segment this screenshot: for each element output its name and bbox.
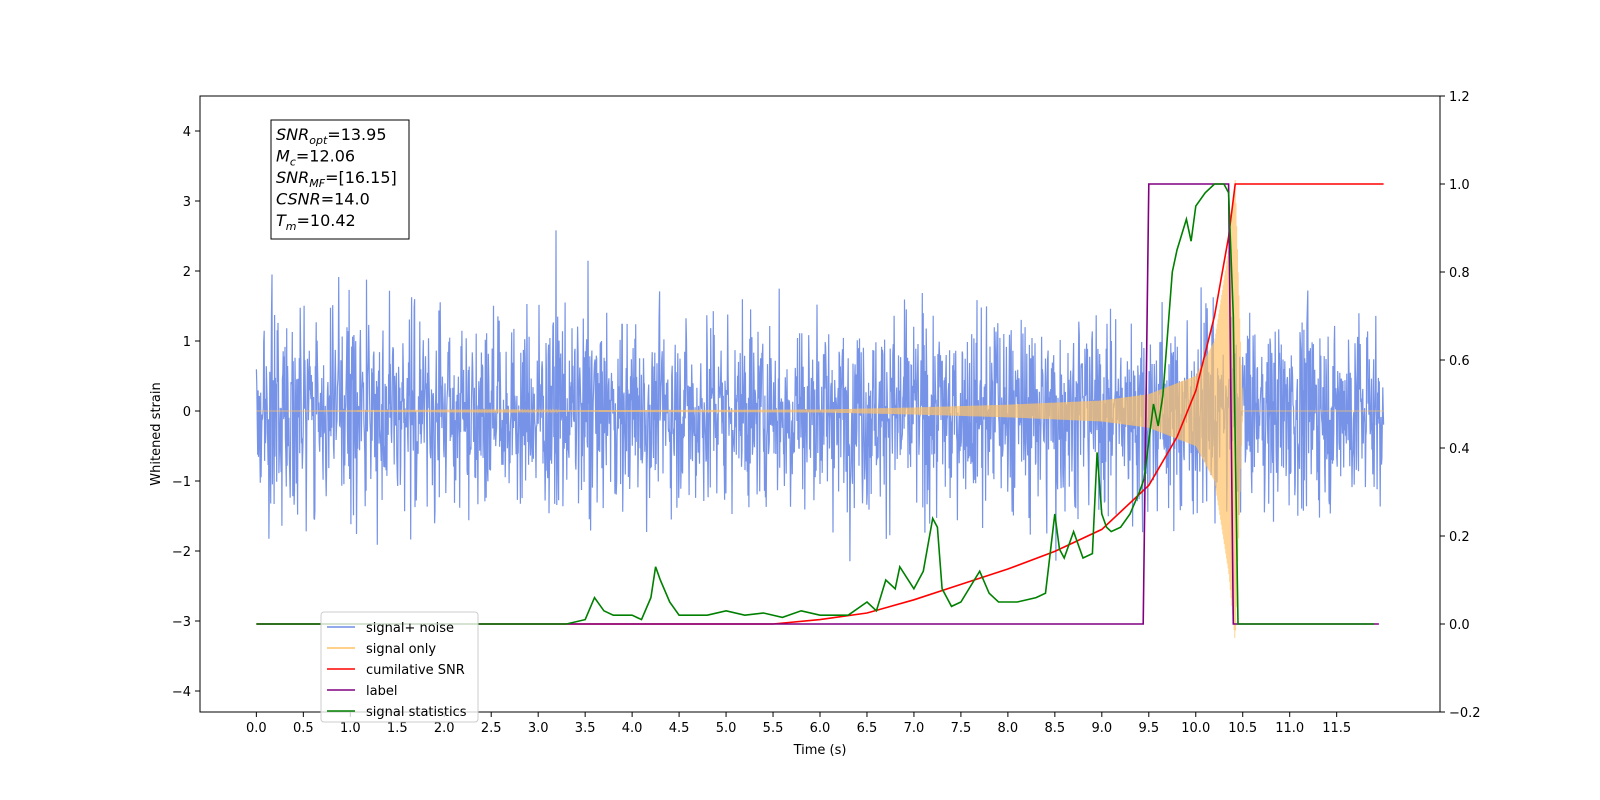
- y-left-tick-label: 1: [183, 335, 191, 350]
- x-tick-label: 5.0: [716, 721, 737, 736]
- x-tick-label: 0.5: [293, 721, 314, 736]
- y-right-tick-label: −0.2: [1449, 706, 1481, 721]
- y-axis-right-ticks: 1.2 1.0 0.8 0.6 0.4 0.2 0.0 −0.2: [1440, 90, 1481, 721]
- y-axis-label: Whitened strain: [149, 382, 164, 485]
- legend-label: signal statistics: [366, 705, 467, 720]
- y-right-tick-label: 0.0: [1449, 618, 1470, 633]
- x-axis-label: Time (s): [793, 743, 847, 758]
- x-tick-label: 2.0: [434, 721, 455, 736]
- y-left-tick-label: −2: [172, 545, 191, 560]
- x-tick-label: 10.5: [1228, 721, 1257, 736]
- snr-annotation-line: CSNR=14.0: [276, 190, 370, 209]
- x-tick-label: 9.0: [1091, 721, 1112, 736]
- y-left-tick-label: −4: [172, 685, 191, 700]
- y-left-tick-label: −1: [172, 475, 191, 490]
- x-axis-ticks: 0.0 0.5 1.0 1.5 2.0 2.5 3.0 3.5 4.0 4.5 5.0 5.5 6.0 6…: [246, 712, 1351, 736]
- snr-annotation-line: Mc=12.06: [276, 147, 355, 169]
- x-tick-label: 1.5: [387, 721, 408, 736]
- x-tick-label: 2.5: [481, 721, 502, 736]
- x-tick-label: 8.5: [1045, 721, 1066, 736]
- x-tick-label: 6.0: [810, 721, 831, 736]
- x-tick-label: 8.0: [998, 721, 1019, 736]
- series-signal-only-line: [256, 179, 1384, 639]
- y-left-tick-label: −3: [172, 615, 191, 630]
- x-tick-label: 10.0: [1181, 721, 1210, 736]
- y-left-tick-label: 3: [183, 195, 191, 210]
- y-left-tick-label: 2: [183, 265, 191, 280]
- y-right-tick-label: 0.8: [1449, 266, 1470, 281]
- x-tick-label: 11.0: [1275, 721, 1304, 736]
- x-tick-label: 9.5: [1138, 721, 1159, 736]
- legend-label: cumilative SNR: [366, 663, 465, 678]
- legend-label: signal only: [366, 642, 436, 657]
- y-left-tick-label: 0: [183, 405, 191, 420]
- legend: signal+ noise signal only cumilative SNR la…: [320, 611, 479, 723]
- x-tick-label: 7.5: [951, 721, 972, 736]
- x-tick-label: 11.5: [1322, 721, 1351, 736]
- x-tick-label: 5.5: [763, 721, 784, 736]
- y-right-tick-label: 1.2: [1449, 90, 1470, 105]
- snr-annotation-frame: [270, 119, 410, 240]
- series-cumulative-snr-line: [256, 183, 1384, 625]
- snr-annotation-box: SNRopt=13.95Mc=12.06SNRMF=[16.15]CSNR=14…: [270, 119, 410, 240]
- y-left-tick-label: 4: [183, 125, 191, 140]
- snr-annotation-line: SNRopt=13.95: [276, 125, 387, 147]
- y-right-tick-label: 0.2: [1449, 530, 1470, 545]
- y-right-tick-label: 0.4: [1449, 442, 1470, 457]
- x-tick-label: 6.5: [857, 721, 878, 736]
- series-signal-noise-line: [255, 230, 1385, 562]
- plot-traces: [255, 179, 1385, 639]
- legend-label: signal+ noise: [366, 621, 454, 636]
- snr-annotation-line: Tm=10.42: [276, 211, 356, 233]
- legend-frame: [320, 611, 479, 723]
- snr-annotation-line: SNRMF=[16.15]: [276, 168, 397, 190]
- series-signal-statistics-line: [256, 183, 1375, 625]
- y-axis-left-ticks: 4 3 2 1 0 −1 −2 −3 −4: [172, 125, 200, 700]
- x-tick-label: 4.5: [669, 721, 690, 736]
- x-tick-label: 1.0: [340, 721, 361, 736]
- y-right-tick-label: 0.6: [1449, 354, 1470, 369]
- legend-label: label: [366, 684, 397, 699]
- y-right-tick-label: 1.0: [1449, 178, 1470, 193]
- x-tick-label: 3.5: [575, 721, 596, 736]
- x-tick-label: 0.0: [246, 721, 267, 736]
- x-tick-label: 3.0: [528, 721, 549, 736]
- x-tick-label: 7.0: [904, 721, 925, 736]
- x-tick-label: 4.0: [622, 721, 643, 736]
